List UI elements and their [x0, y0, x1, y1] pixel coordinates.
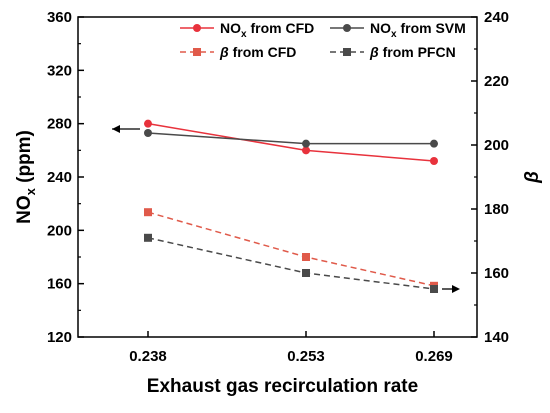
x-tick-label: 0.269	[415, 348, 453, 365]
legend-label-main: β	[219, 44, 229, 60]
plot-frame	[77, 16, 478, 338]
y-left-tick-label: 280	[47, 116, 72, 133]
legend-marker-2	[193, 48, 201, 56]
legend-label-1: NOx from SVM	[370, 20, 466, 40]
series-point-3	[144, 233, 152, 242]
legend-label-3: β from PFCN	[369, 44, 456, 60]
x-tick-label: 0.238	[129, 348, 167, 365]
legend-label-tail: from CFD	[247, 20, 315, 36]
y-right-tick-label: 220	[484, 73, 509, 90]
legend-label-sub: x	[241, 29, 247, 40]
series-line-3	[147, 237, 435, 290]
series-point-0	[430, 157, 438, 165]
y-left-title-tail: (ppm)	[14, 130, 35, 188]
right-axis-arrow-head	[452, 285, 460, 293]
x-tick-label: 0.253	[287, 348, 325, 365]
series-point-2	[302, 253, 310, 261]
y-right-tick-label: 200	[484, 137, 509, 154]
y-left-title-main: NO	[14, 195, 35, 224]
legend-label-tail: from PFCN	[379, 44, 456, 60]
y-left-tick-label: 200	[47, 222, 72, 239]
legend-marker-0	[193, 24, 201, 32]
y-left-title-sub: x	[23, 187, 38, 195]
legend-label-2: β from CFD	[219, 44, 296, 60]
series-point-3	[430, 285, 438, 293]
legend-marker-1	[343, 24, 351, 32]
legend-label-tail: from SVM	[397, 20, 466, 36]
series-point-0	[144, 119, 152, 128]
y-right-tick-label: 160	[484, 265, 509, 282]
series-line-2	[147, 211, 435, 287]
legend-label-0: NOx from CFD	[220, 20, 314, 40]
legend-label-sub: x	[391, 29, 397, 40]
series-line-1	[147, 132, 434, 145]
series-point-3	[302, 269, 310, 277]
left-axis-arrow-head	[112, 125, 120, 133]
series-point-1	[302, 139, 310, 148]
legend-label-tail: from CFD	[229, 44, 297, 60]
legend-marker-3	[343, 48, 351, 56]
y-left-tick-label: 320	[47, 62, 72, 79]
y-right-tick-label: 140	[484, 329, 509, 346]
series-point-2	[144, 208, 152, 217]
legend-label-main: β	[369, 44, 379, 60]
y-left-tick-label: 160	[47, 276, 72, 293]
series-point-1	[144, 129, 152, 137]
legend-label-main: NO	[370, 20, 391, 36]
y-left-tick-label: 120	[47, 329, 72, 346]
x-axis-title: Exhaust gas recirculation rate	[147, 376, 418, 397]
y-left-tick-label: 360	[47, 9, 72, 26]
y-right-tick-label: 180	[484, 201, 509, 218]
y-right-axis-title: β	[522, 171, 543, 184]
series-point-1	[430, 139, 438, 148]
y-left-axis-title: NOx (ppm)	[14, 130, 38, 224]
y-left-tick-label: 240	[47, 169, 72, 186]
y-right-tick-label: 240	[484, 9, 509, 26]
series-point-0	[302, 146, 310, 155]
legend-label-main: NO	[220, 20, 241, 36]
